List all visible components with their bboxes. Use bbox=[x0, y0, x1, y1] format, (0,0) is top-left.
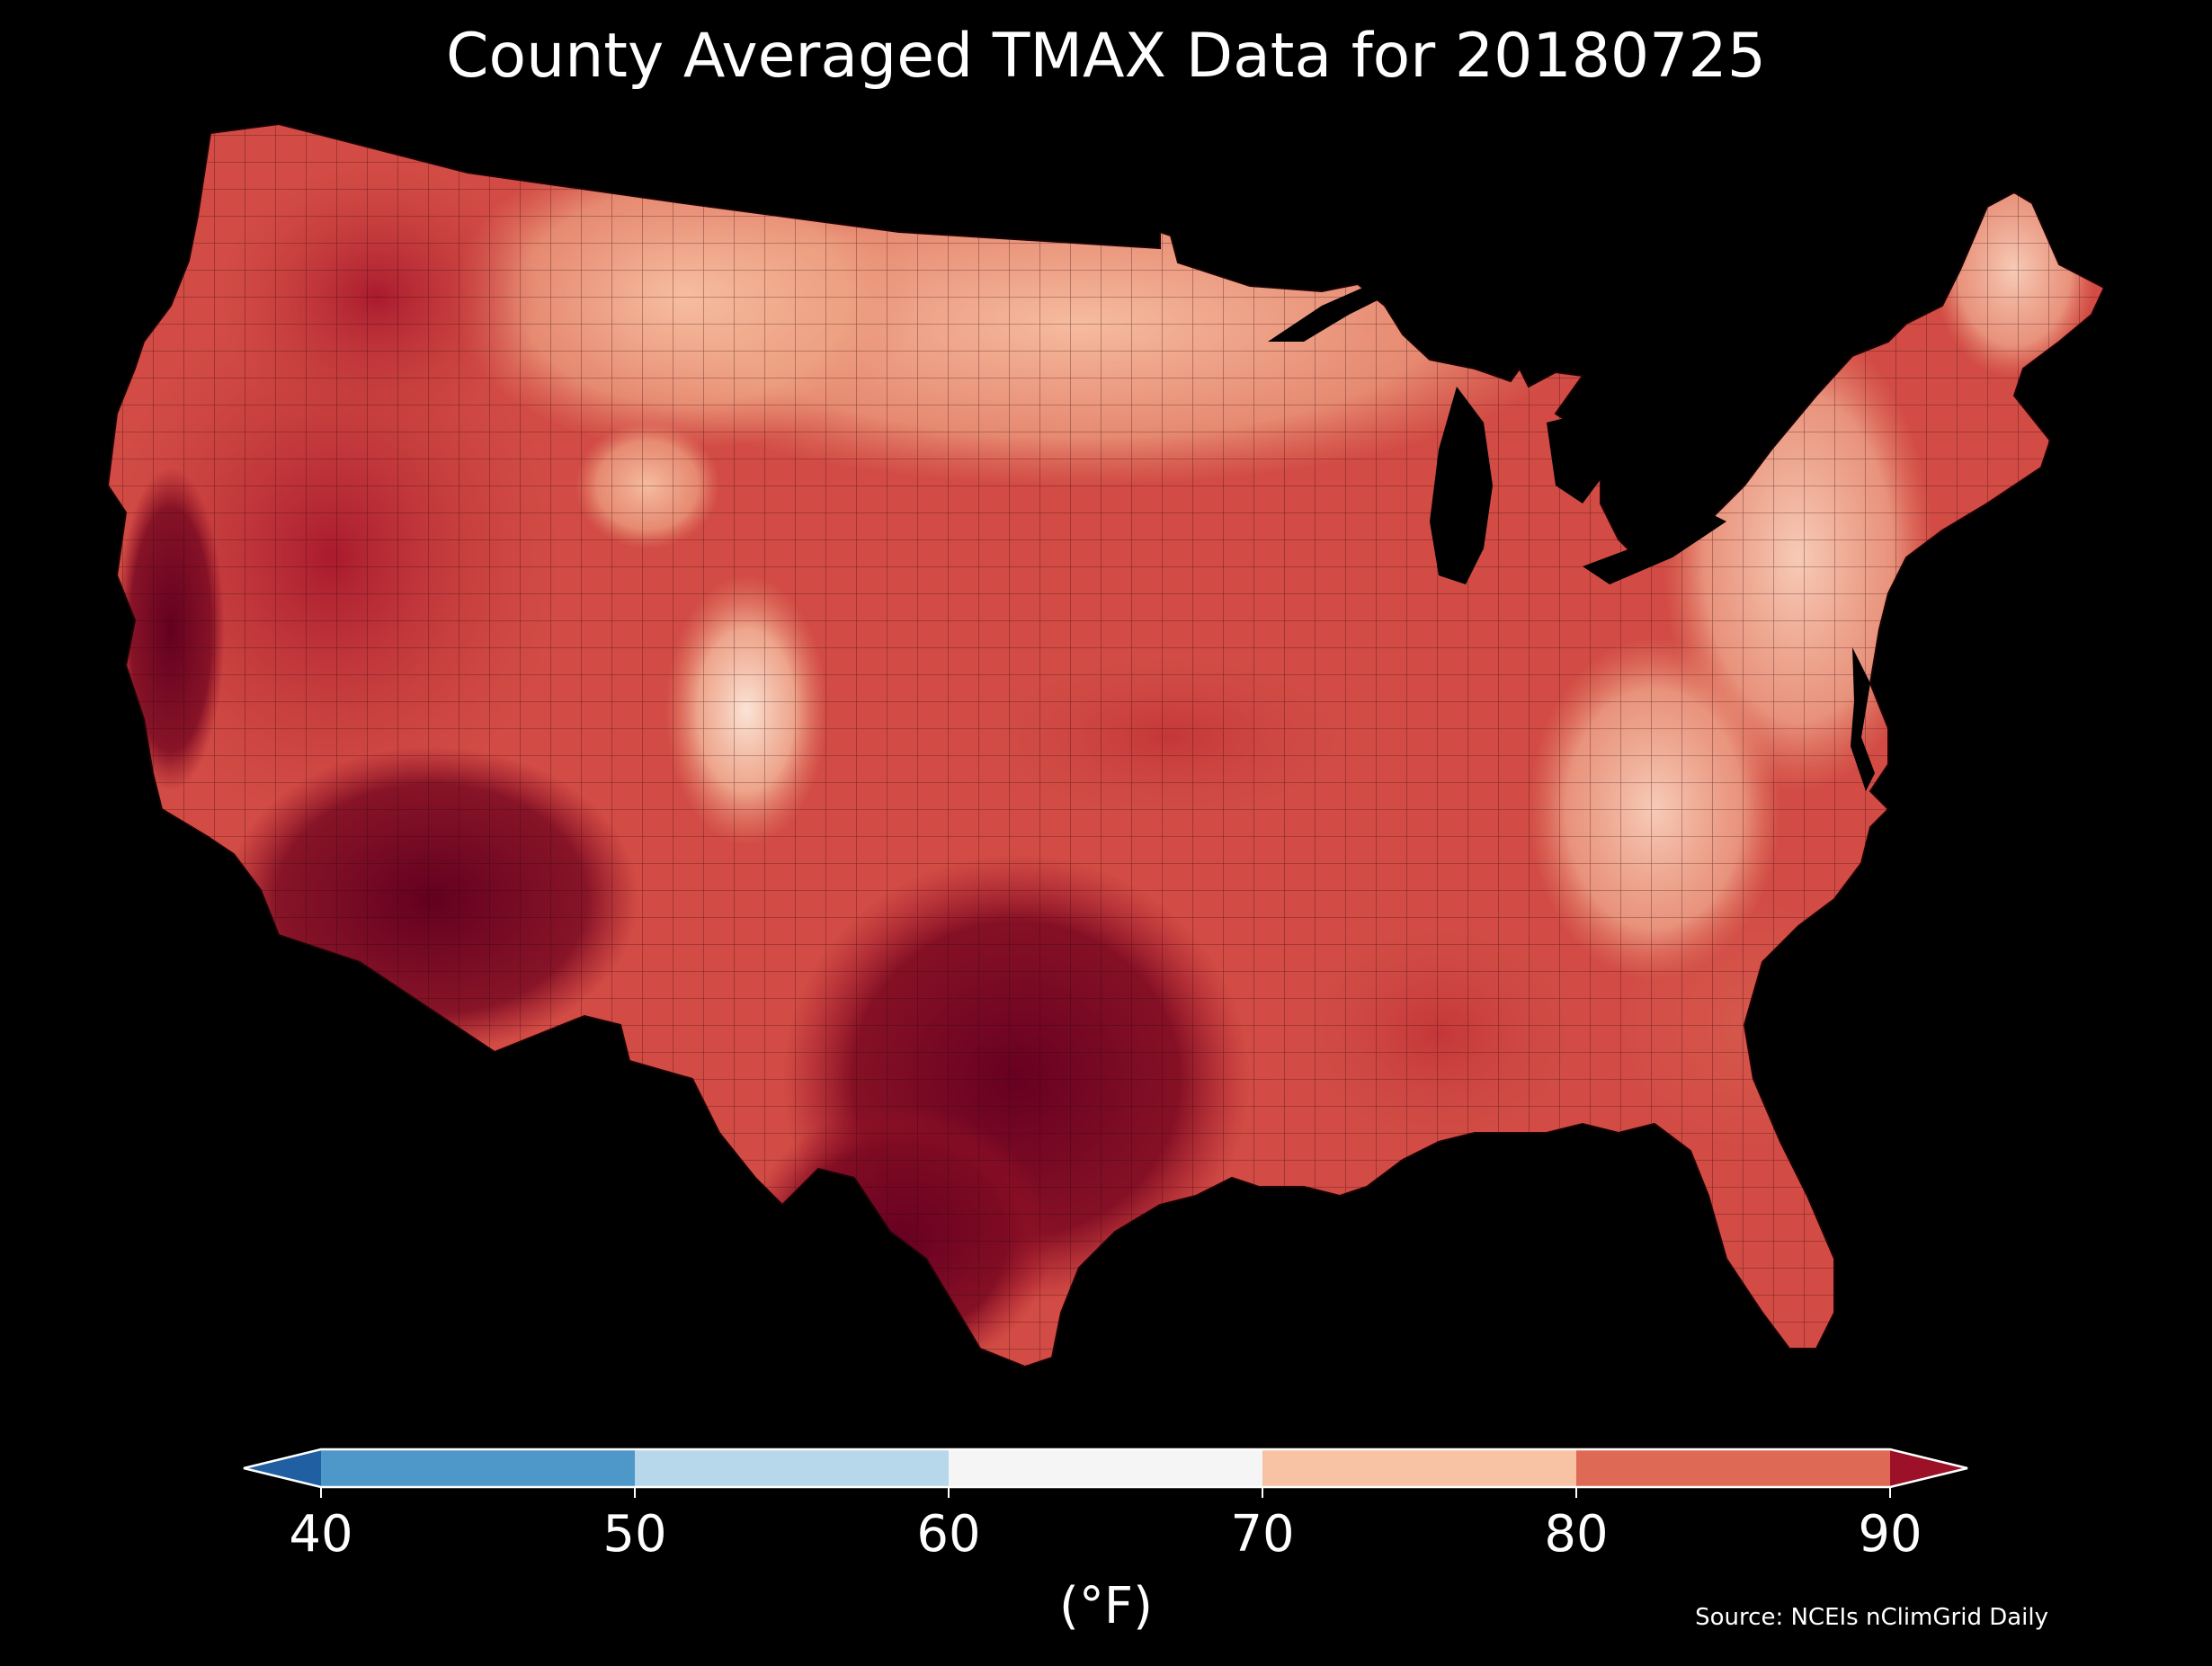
colorbar-bin bbox=[635, 1449, 950, 1487]
colorbar-bin bbox=[949, 1449, 1263, 1487]
colorbar-extend-low bbox=[244, 1449, 321, 1487]
great-lakes bbox=[1268, 286, 1726, 584]
colorbar-tick-label: 70 bbox=[1230, 1505, 1295, 1564]
map-title: County Averaged TMAX Data for 20180725 bbox=[446, 21, 1766, 92]
source-note: Source: NCEIs nClimGrid Daily bbox=[1695, 1604, 2048, 1631]
colorbar-tick-label: 50 bbox=[602, 1505, 667, 1564]
colorbar-bin bbox=[1576, 1449, 1891, 1487]
colorbar-tick-label: 60 bbox=[916, 1505, 981, 1564]
lake-superior bbox=[1268, 286, 1385, 342]
colorbar-extend-high bbox=[1890, 1449, 1967, 1487]
colorbar-tick-label: 40 bbox=[289, 1505, 353, 1564]
colorbar-bin bbox=[1262, 1449, 1577, 1487]
colorbar-tick-label: 90 bbox=[1858, 1505, 1922, 1564]
lake-huron bbox=[1547, 414, 1619, 503]
lake-michigan bbox=[1430, 387, 1493, 584]
chesapeake-bay bbox=[1851, 647, 1875, 791]
lake-erie bbox=[1583, 512, 1726, 584]
colorbar-unit-label: (°F) bbox=[1059, 1577, 1153, 1635]
colorbar-bin bbox=[321, 1449, 636, 1487]
colorbar-tick-label: 80 bbox=[1544, 1505, 1609, 1564]
